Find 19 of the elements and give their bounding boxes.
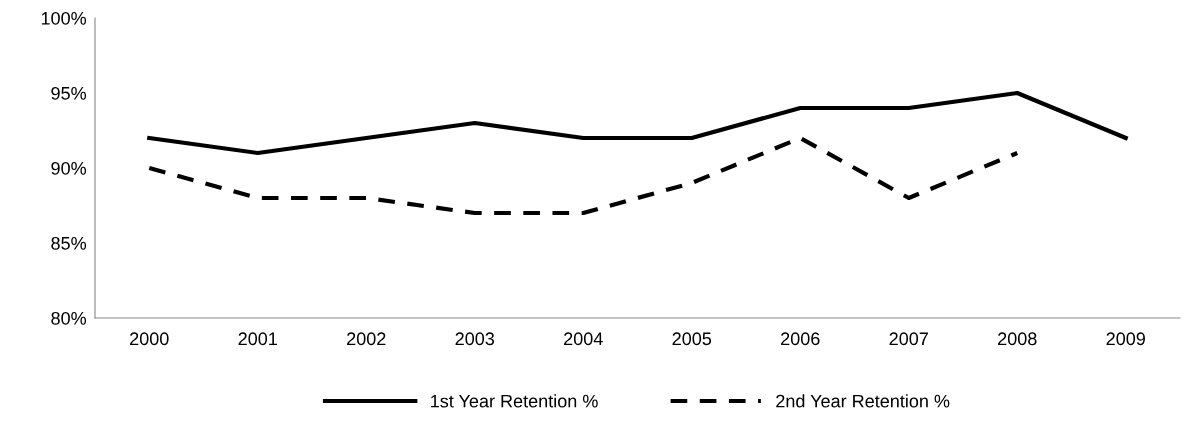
x-tick-label: 2005 xyxy=(672,332,712,346)
x-tick-label: 2001 xyxy=(238,332,277,346)
x-tick-label: 2008 xyxy=(998,332,1037,346)
y-tick-label: 85% xyxy=(51,236,87,250)
y-tick-label: 95% xyxy=(51,86,87,100)
x-tick-label: 2000 xyxy=(130,332,169,346)
x-tick-label: 2009 xyxy=(1106,332,1145,346)
y-tick-label: 90% xyxy=(51,161,87,175)
legend-label: 1st Year Retention % xyxy=(431,394,598,408)
x-tick-label: 2006 xyxy=(781,332,820,346)
x-tick-label: 2003 xyxy=(455,332,495,346)
x-tick-label: 2002 xyxy=(347,332,386,346)
y-tick-label: 100% xyxy=(41,11,87,25)
x-tick-label: 2004 xyxy=(564,332,603,346)
legend-label: 2nd Year Retention % xyxy=(776,394,950,408)
line-series xyxy=(147,135,1020,216)
x-tick-label: 2007 xyxy=(889,332,928,346)
y-tick-label: 80% xyxy=(51,311,87,325)
line-series xyxy=(147,90,1128,156)
